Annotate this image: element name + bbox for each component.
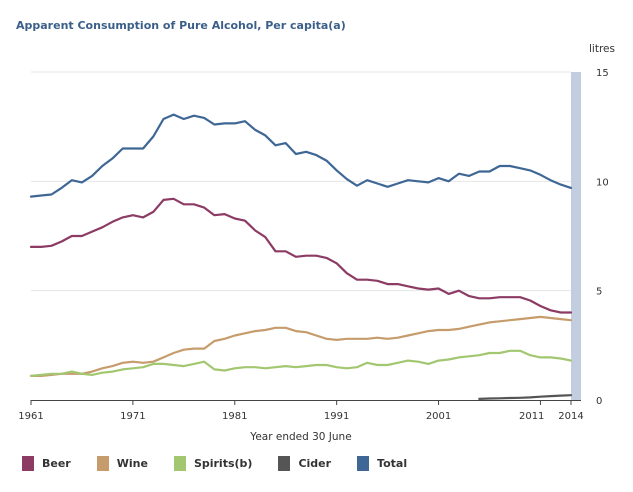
- series-line-beer[interactable]: [29, 197, 573, 314]
- legend-item[interactable]: Total: [357, 456, 407, 471]
- legend-item[interactable]: Cider: [278, 456, 331, 471]
- y-tick-label: 0: [596, 396, 602, 407]
- legend-label: Spirits(b): [193, 457, 253, 470]
- x-tick-label: 1981: [222, 411, 247, 422]
- y-axis-bar: [571, 72, 581, 400]
- x-tick-label: 2014: [558, 411, 583, 422]
- legend-item[interactable]: Spirits(b): [173, 456, 253, 471]
- y-tick-label: 10: [596, 177, 609, 188]
- series-line-total[interactable]: [29, 113, 573, 198]
- y-tick-label: 15: [596, 68, 609, 79]
- legend: Beer Wine Spirits(b) Cider Total: [22, 456, 433, 471]
- y-tick-label: 5: [596, 287, 602, 298]
- series-line-wine[interactable]: [29, 315, 573, 377]
- gridlines: [31, 71, 571, 292]
- chart-title: Apparent Consumption of Pure Alcohol, Pe…: [16, 19, 346, 32]
- legend-label: Total: [377, 457, 408, 470]
- legend-label: Beer: [42, 457, 71, 470]
- legend-item[interactable]: Beer: [22, 456, 71, 471]
- x-axis-ticks: 1961 1971 1981 1991 2001 2011 2014: [18, 400, 584, 422]
- x-axis-label: Year ended 30 June: [249, 431, 351, 443]
- legend-label: Wine: [116, 457, 148, 470]
- series-lines: [29, 113, 573, 400]
- x-tick-label: 2001: [426, 411, 451, 422]
- legend-label: Cider: [298, 457, 332, 470]
- y-axis-label: litres: [589, 43, 615, 55]
- x-tick-label: 1961: [18, 411, 43, 422]
- series-line-cider[interactable]: [478, 394, 573, 400]
- x-tick-label: 2011: [519, 411, 544, 422]
- x-tick-label: 1971: [120, 411, 145, 422]
- legend-swatch: [357, 456, 370, 471]
- legend-item[interactable]: Wine: [96, 456, 148, 471]
- y-axis-ticks: 0 5 10 15: [596, 68, 609, 407]
- legend-swatch: [96, 456, 109, 471]
- legend-swatch: [173, 456, 186, 471]
- x-tick-label: 1991: [324, 411, 349, 422]
- legend-swatch: [278, 456, 291, 471]
- series-line-spirits-b[interactable]: [29, 349, 573, 377]
- legend-swatch: [22, 456, 34, 471]
